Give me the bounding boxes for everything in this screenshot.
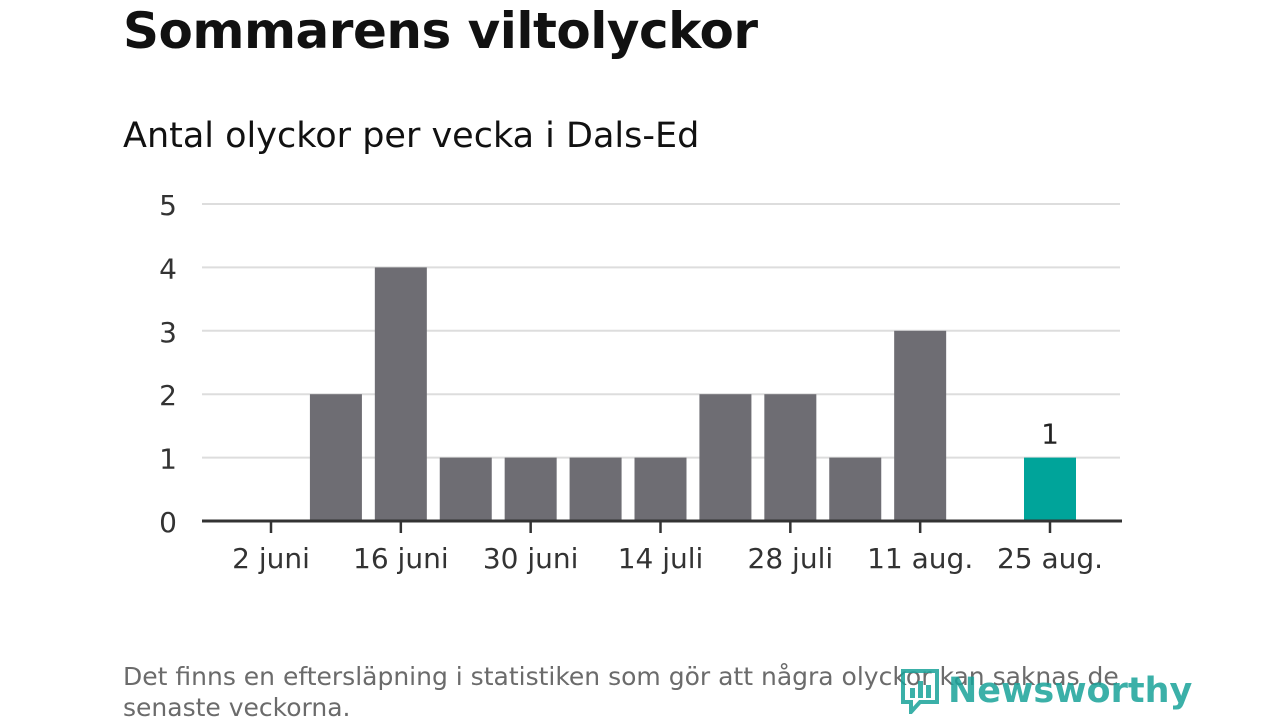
footnote: Det finns en eftersläpning i statistiken…	[123, 662, 1119, 722]
x-tick-label: 30 juni	[483, 542, 579, 575]
bar	[569, 457, 622, 521]
y-tick-label: 5	[159, 189, 177, 222]
newsworthy-brand-name: Newsworthy	[948, 671, 1193, 711]
bar	[634, 457, 687, 521]
chart-title: Sommarens viltolyckor	[123, 2, 758, 60]
y-tick-label: 2	[159, 379, 177, 412]
axes	[202, 519, 1122, 533]
x-tick-label: 16 juni	[353, 542, 449, 575]
bar	[764, 394, 817, 521]
y-tick-label: 4	[159, 252, 177, 285]
y-tick-label: 1	[159, 443, 177, 476]
x-tick-label: 2 juni	[232, 542, 310, 575]
y-tick-label: 0	[159, 506, 177, 539]
bar	[829, 457, 882, 521]
x-tick-label: 11 aug.	[867, 542, 973, 575]
x-tick-label: 14 juli	[618, 542, 704, 575]
newsworthy-logo: Newsworthy	[900, 668, 1192, 714]
bar	[699, 394, 752, 521]
bar	[894, 330, 947, 521]
bar	[374, 267, 427, 521]
data-label: 1	[1041, 418, 1059, 451]
bar	[504, 457, 557, 521]
chart-subtitle: Antal olyckor per vecka i Dals-Ed	[123, 116, 700, 156]
labels: 0 1 2 3 4 5 2 juni 16 juni 30 juni 14 juli 28 juli…	[159, 189, 1103, 575]
bar-highlight	[1024, 457, 1076, 521]
bar-chart: 0 1 2 3 4 5 2 juni 16 juni 30 juni 14 juli 28 juli…	[159, 189, 1122, 575]
newsworthy-logo-icon	[901, 669, 939, 714]
x-tick-label: 28 juli	[748, 542, 834, 575]
bars	[309, 267, 1076, 521]
bar	[439, 457, 492, 521]
x-tick-label: 25 aug.	[997, 542, 1103, 575]
bar	[309, 394, 362, 521]
y-tick-label: 3	[159, 316, 177, 349]
